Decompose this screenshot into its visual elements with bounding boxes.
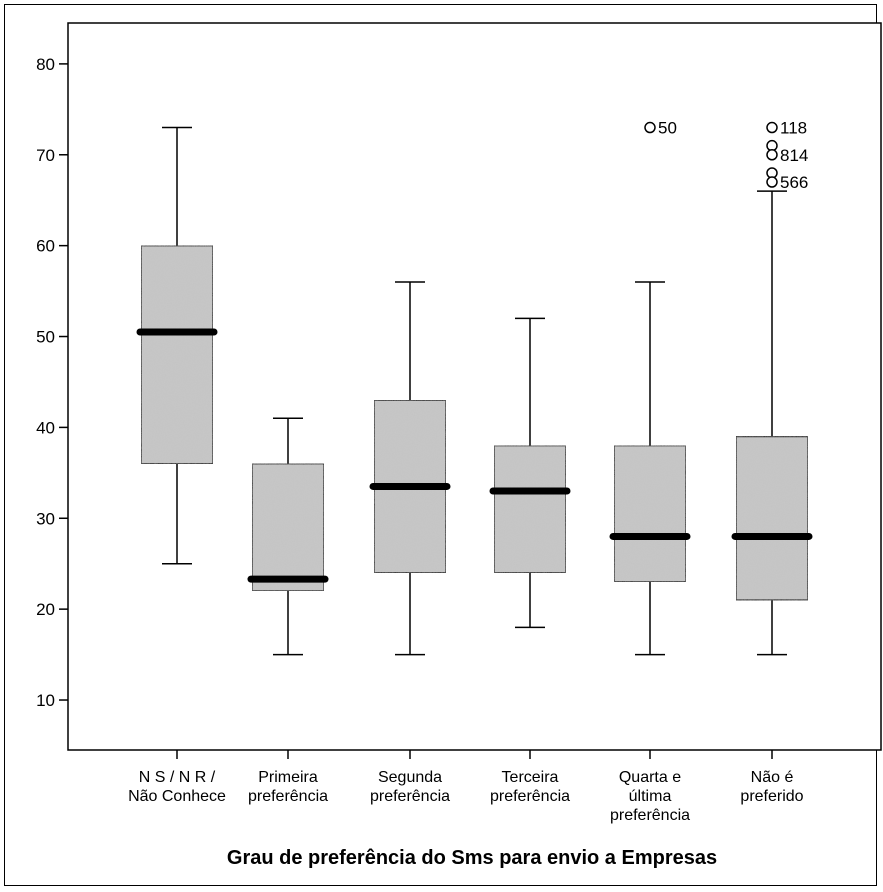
category-label-line: preferência [490, 788, 570, 805]
category-label: Primeira preferência [248, 769, 328, 805]
category-label-line: preferência [370, 788, 450, 805]
outlier-label: 50 [658, 119, 677, 138]
iqr-box [613, 444, 687, 583]
boxes: 50 118 814 566 [136, 119, 813, 656]
category-label-line: Primeira [258, 769, 318, 786]
box-group: 50 [609, 119, 691, 656]
y-tick-label: 50 [36, 328, 55, 347]
iqr-box [493, 444, 567, 574]
iqr-box [140, 244, 214, 465]
y-tick-label: 80 [36, 55, 55, 74]
category-label-line: Segunda [378, 769, 442, 786]
category-label: Quarta e última preferência [610, 769, 690, 824]
outlier-label: 118 [780, 119, 807, 138]
y-tick-label: 10 [36, 691, 55, 710]
category-label-line: Não é [751, 769, 794, 786]
y-tick-label: 30 [36, 509, 55, 528]
category-label: Não é preferido [740, 769, 803, 805]
outlier-label: 566 [780, 173, 808, 192]
iqr-box [251, 462, 325, 592]
box-group [247, 417, 329, 656]
y-tick-label: 20 [36, 600, 55, 619]
outlier-point [644, 121, 656, 134]
x-axis-title: Grau de preferência do Sms para envio a … [227, 847, 717, 869]
box-group [489, 317, 571, 629]
y-tick-label: 60 [36, 237, 55, 256]
outlier-point [766, 121, 778, 134]
y-tick-label: 40 [36, 418, 55, 437]
category-label: Terceira preferência [490, 769, 570, 805]
category-label-line: preferência [248, 788, 328, 805]
x-axis-labels: N S / N R / Não Conhece Primeira preferênci… [128, 750, 804, 824]
outlier-point [766, 176, 778, 188]
category-label-line: Quarta e [619, 769, 681, 786]
box-group [136, 126, 218, 565]
category-label-line: preferência [610, 807, 690, 824]
category-label-line: preferido [740, 788, 803, 805]
category-label-line: N S / N R / [139, 769, 216, 786]
category-label: Segunda preferência [370, 769, 450, 805]
y-axis: 10 20 30 40 50 60 70 80 [36, 55, 68, 710]
outlier-label: 814 [780, 146, 808, 165]
category-label-line: última [629, 788, 672, 805]
box-group [369, 281, 451, 656]
category-label-line: Terceira [502, 769, 559, 786]
outlier-point [766, 149, 778, 161]
category-label-line: Não Conhece [128, 788, 226, 805]
iqr-box [735, 435, 809, 601]
box-group: 118 814 566 [731, 119, 813, 656]
y-tick-label: 70 [36, 146, 55, 165]
category-label: N S / N R / Não Conhece [128, 769, 226, 805]
